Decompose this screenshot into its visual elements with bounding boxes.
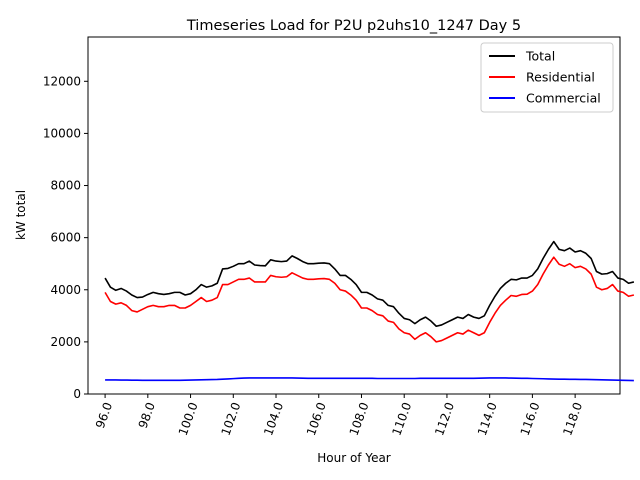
axes-frame xyxy=(87,36,621,395)
y-axis: 0 2000 4000 6000 8000 10000 12000 xyxy=(43,74,88,401)
series-line-commercial xyxy=(105,377,634,382)
y-axis-label: kW total xyxy=(14,190,28,240)
legend-box xyxy=(480,42,614,113)
legend-label-commercial: Commercial xyxy=(526,91,601,106)
legend-label-total: Total xyxy=(525,49,555,64)
y-tick-label: 12000 xyxy=(43,74,81,88)
series-line-total xyxy=(104,240,635,328)
y-tick-label: 8000 xyxy=(50,179,81,193)
y-tick-label: 10000 xyxy=(43,126,81,140)
series-lines xyxy=(104,240,635,382)
legend: Total Residential Commercial xyxy=(480,42,614,113)
legend-label-residential: Residential xyxy=(526,70,595,85)
y-tick-label: 4000 xyxy=(50,283,81,297)
plot-area xyxy=(87,36,621,395)
y-tick-label: 6000 xyxy=(50,231,81,245)
y-tick-label: 0 xyxy=(73,387,81,401)
chart-title: Timeseries Load for P2U p2uhs10_1247 Day… xyxy=(186,18,521,34)
y-tick-label: 2000 xyxy=(50,335,81,349)
x-axis-label: Hour of Year xyxy=(317,451,391,465)
series-line-residential xyxy=(104,256,635,343)
